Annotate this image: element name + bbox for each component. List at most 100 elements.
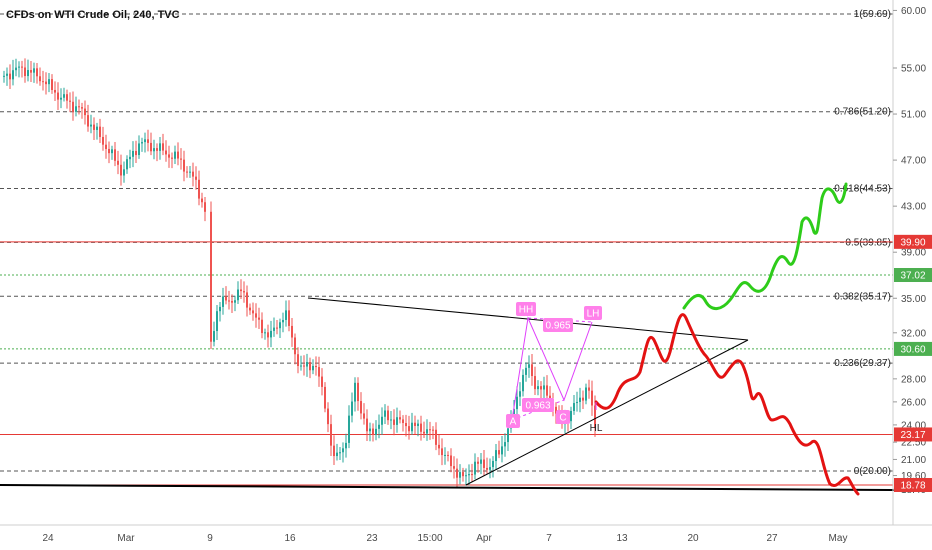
candle-body: [27, 70, 29, 77]
price-tags: 39.90 37.02 30.60 23.17 18.78: [894, 234, 932, 492]
candle-body: [57, 92, 59, 100]
label-hl: HL: [590, 423, 603, 434]
candle-body: [162, 143, 164, 151]
candle-body: [216, 311, 218, 332]
candle-body: [495, 450, 497, 462]
fib-label: 0.382(35.17): [834, 291, 891, 302]
candle-body: [468, 474, 470, 476]
candle-body: [408, 426, 410, 432]
y-tick-label: 55.00: [901, 63, 926, 74]
candle-body: [576, 401, 578, 404]
y-tick-label: 28.00: [901, 374, 926, 385]
candle-body: [138, 143, 140, 156]
candle-body: [540, 386, 542, 390]
candle-body: [129, 156, 131, 160]
candle-body: [456, 468, 458, 478]
candle-body: [303, 365, 305, 367]
label-ratio-1: 0.965: [545, 321, 570, 332]
candle-body: [132, 150, 134, 157]
candle-body: [153, 148, 155, 152]
price-tag-label: 18.78: [900, 481, 925, 492]
candle-body: [150, 142, 152, 152]
harmonic-pattern: HH LH A C 0.965 0.963 HL: [506, 302, 603, 434]
candle-body: [297, 354, 299, 367]
x-tick-label: May: [829, 533, 848, 544]
candle-body: [486, 467, 488, 470]
candle-body: [213, 331, 215, 342]
y-tick-label: 35.00: [901, 294, 926, 305]
price-axis: 60.00 55.00 51.00 47.00 43.00 39.00 35.00 32.00…: [892, 0, 926, 525]
candle-body: [39, 76, 41, 82]
candle-body: [291, 325, 293, 338]
candle-body: [33, 68, 35, 73]
price-tag-label: 23.17: [900, 430, 925, 441]
candle-body: [30, 70, 32, 73]
candle-body: [348, 415, 350, 443]
candle-body: [288, 310, 290, 326]
candle-body: [243, 291, 245, 293]
candle-body: [522, 374, 524, 392]
candle-body: [366, 418, 368, 432]
y-tick-label: 32.00: [901, 328, 926, 339]
candle-body: [198, 179, 200, 199]
candle-body: [513, 409, 515, 416]
x-tick-label: 20: [687, 533, 699, 544]
candle-body: [591, 390, 593, 406]
candle-body: [21, 66, 23, 68]
candle-body: [75, 106, 77, 112]
candle-body: [594, 405, 596, 429]
candle-body: [531, 364, 533, 377]
candle-body: [357, 382, 359, 402]
candle-body: [588, 387, 590, 391]
price-tag-box: [894, 234, 932, 249]
candle-body: [432, 429, 434, 431]
candle-body: [234, 300, 236, 303]
candle-body: [225, 296, 227, 301]
candle-body: [543, 385, 545, 390]
candle-body: [426, 429, 428, 434]
y-tick-label: 51.00: [901, 110, 926, 121]
x-tick-label: 7: [546, 533, 552, 544]
candle-body: [534, 376, 536, 390]
candle-body: [156, 148, 158, 151]
price-tag-box: [894, 268, 932, 283]
candle-body: [444, 454, 446, 456]
candle-body: [249, 307, 251, 311]
candle-body: [465, 475, 467, 477]
x-tick-label: Apr: [476, 533, 492, 544]
fib-label: 0(20.00): [854, 466, 891, 477]
fib-label: 0.5(39.85): [845, 237, 891, 248]
label-ratio-1-box: [543, 318, 573, 332]
candle-body: [399, 417, 401, 420]
candle-body: [546, 385, 548, 396]
candle-body: [9, 73, 11, 80]
candle-body: [351, 401, 353, 416]
projection-paths: [594, 182, 860, 496]
candle-body: [411, 422, 413, 432]
candle-body: [474, 461, 476, 475]
candle-body: [87, 115, 89, 127]
candle-body: [354, 382, 356, 402]
candle-body: [240, 289, 242, 292]
candle-body: [6, 73, 8, 76]
label-ratio-2-box: [522, 398, 554, 412]
x-tick-label: 9: [207, 533, 213, 544]
candle-body: [165, 150, 167, 155]
candle-body: [477, 461, 479, 464]
candle-body: [231, 300, 233, 303]
candle-body: [51, 79, 53, 90]
candle-body: [144, 139, 146, 143]
candle-body: [276, 327, 278, 329]
candle-body: [402, 419, 404, 424]
x-tick-label: 23: [366, 533, 378, 544]
candle-body: [279, 322, 281, 329]
candle-body: [195, 176, 197, 180]
x-tick-label: 16: [284, 533, 296, 544]
candle-body: [72, 101, 74, 112]
candle-body: [54, 89, 56, 93]
candle-body: [435, 429, 437, 445]
candle-body: [222, 296, 224, 307]
candle-body: [258, 317, 260, 320]
candle-body: [306, 362, 308, 367]
